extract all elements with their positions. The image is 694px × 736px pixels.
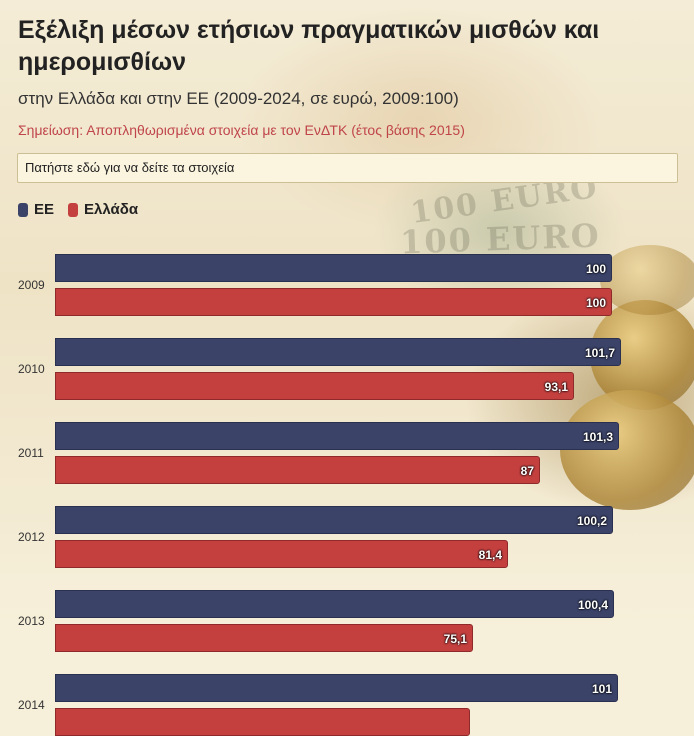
legend-label-el: Ελλάδα: [84, 201, 139, 218]
bar-ee[interactable]: 100,4: [55, 590, 614, 618]
bar-value-label: 87: [520, 464, 534, 478]
bar-value-label: 100: [585, 262, 606, 276]
bar-el[interactable]: 75,1: [55, 624, 473, 652]
bar-value-label: 101,7: [584, 346, 615, 360]
legend-swatch-ee: [18, 202, 28, 217]
bar-value-label: 101: [591, 682, 612, 696]
bar-chart: 2009 100 100 2010 101,7 93,1 2011 101,3 87 2012 10…: [18, 254, 621, 736]
coin-decoration: [600, 245, 694, 315]
bar-el[interactable]: 100: [55, 288, 612, 316]
page-subtitle: στην Ελλάδα και στην ΕΕ (2009-2024, σε ε…: [18, 89, 459, 108]
year-label: 2011: [18, 446, 44, 460]
show-data-button[interactable]: Πατήστε εδώ για να δείτε τα στοιχεία: [17, 153, 678, 183]
bar-value-label: 75,1: [443, 632, 467, 646]
bar-ee[interactable]: 101,7: [55, 338, 621, 366]
year-label: 2012: [18, 530, 45, 544]
bar-el[interactable]: 87: [55, 456, 540, 484]
bar-value-label: 93,1: [544, 380, 568, 394]
bar-value-label: 100,4: [577, 598, 608, 612]
page-title: Εξέλιξη μέσων ετήσιων πραγματικών μισθών…: [18, 16, 600, 76]
legend-swatch-el: [68, 202, 79, 217]
bar-value-label: 100,2: [576, 514, 607, 528]
legend-item-ee[interactable]: ΕΕ: [18, 201, 54, 218]
bar-ee[interactable]: 101,3: [55, 422, 619, 450]
bar-el[interactable]: 93,1: [55, 372, 574, 400]
bar-value-label: 81,4: [478, 548, 502, 562]
bar-ee[interactable]: 100: [55, 254, 612, 282]
chart-legend: ΕΕ Ελλάδα: [18, 201, 138, 218]
note-text: Σημείωση: Αποπληθωρισμένα στοιχεία με το…: [18, 122, 465, 138]
legend-label-ee: ΕΕ: [34, 201, 55, 218]
year-label: 2013: [18, 614, 45, 628]
year-label: 2009: [18, 278, 45, 292]
bar-el[interactable]: [55, 708, 470, 736]
bar-value-label: 100: [585, 296, 606, 310]
bar-ee[interactable]: 100,2: [55, 506, 613, 534]
year-label: 2010: [18, 362, 45, 376]
year-label: 2014: [18, 698, 45, 712]
bar-el[interactable]: 81,4: [55, 540, 508, 568]
legend-item-el[interactable]: Ελλάδα: [68, 201, 138, 218]
bar-value-label: 101,3: [582, 430, 613, 444]
bar-ee[interactable]: 101: [55, 674, 618, 702]
coin-decoration: [560, 390, 694, 510]
